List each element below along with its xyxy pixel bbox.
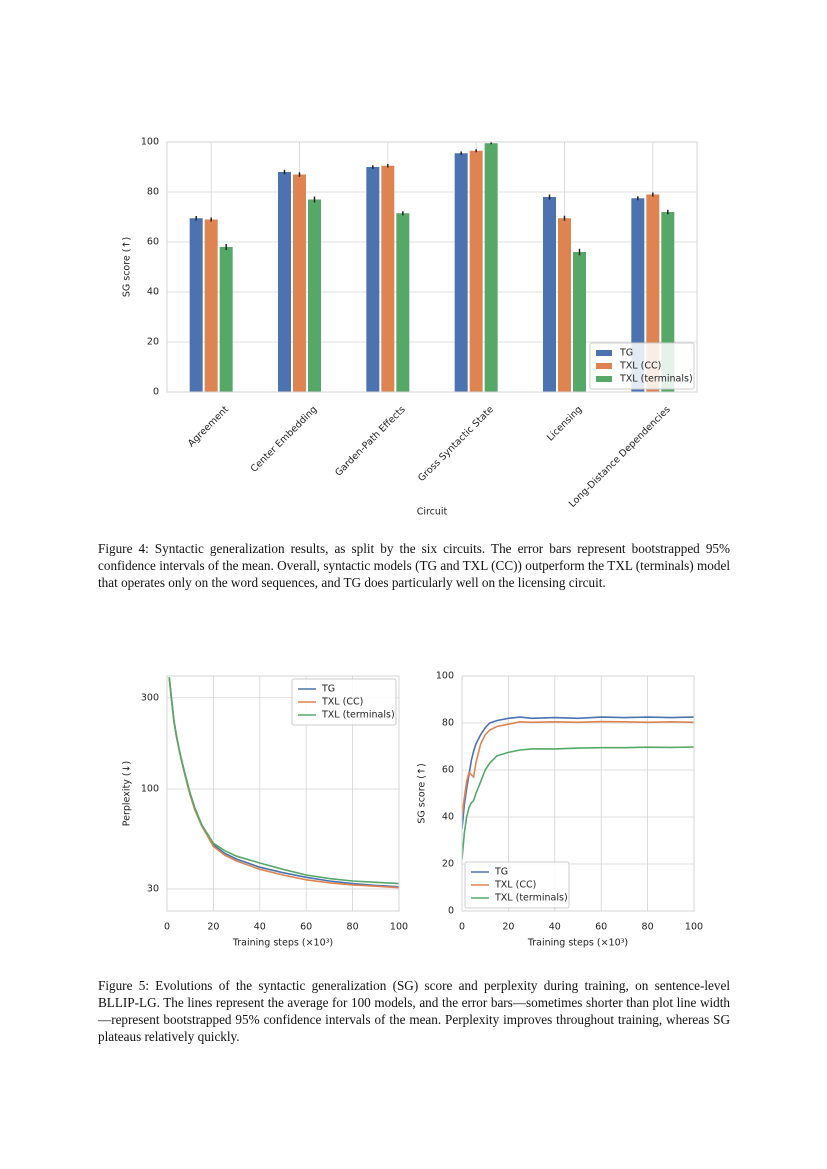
y-tick-label: 20	[147, 337, 159, 348]
plot-frame	[461, 675, 695, 912]
y-tick-label: 60	[147, 237, 159, 248]
x-tick-label: Center Embedding	[249, 404, 320, 475]
chart: 0 20 40 60 80 100 Agreement Center Embedding Gar…	[122, 137, 698, 518]
caption: Figure 4: Syntactic generalization resul…	[98, 541, 730, 590]
y-axis-label: SG score (↑)	[417, 763, 428, 823]
x-tick-label: 100	[390, 922, 408, 933]
chart: 30 100 300 0 20 40 60 80 100 Training steps (×10³…	[122, 675, 408, 949]
bar	[454, 153, 468, 392]
y-tick-label: 40	[147, 287, 159, 298]
bar	[204, 219, 218, 392]
x-axis-label: Circuit	[417, 507, 448, 518]
bar	[573, 252, 586, 392]
x-tick-label: 40	[254, 922, 266, 933]
y-tick-label: 100	[141, 137, 159, 148]
bar	[484, 143, 498, 392]
bar	[366, 167, 380, 392]
legend-label: TG	[494, 867, 508, 878]
plot-frame	[166, 675, 400, 912]
y-tick-label: 0	[153, 387, 159, 398]
bar	[278, 172, 291, 392]
legend-label: TXL (terminals)	[619, 374, 693, 385]
y-tick-label: 20	[442, 859, 454, 870]
legend-label: TG	[321, 684, 335, 695]
bar	[219, 247, 233, 392]
legend-swatch	[596, 363, 612, 369]
x-tick-label: 20	[207, 922, 219, 933]
x-tick-label: 0	[459, 922, 465, 933]
line	[462, 720, 694, 818]
y-tick-label: 60	[442, 765, 454, 776]
x-tick-label: Garden-Path Effects	[333, 404, 408, 479]
legend-label: TXL (terminals)	[494, 893, 568, 904]
bar	[381, 165, 395, 392]
bar	[308, 199, 321, 392]
x-tick-label: 20	[502, 922, 514, 933]
legend-swatch	[596, 350, 612, 356]
x-tick-label: 60	[300, 922, 312, 933]
x-tick-label: 100	[685, 922, 703, 933]
y-tick-label: 40	[442, 812, 454, 823]
legend-box	[589, 342, 695, 390]
legend-label: TG	[619, 348, 633, 359]
legend-label: TXL (CC)	[494, 880, 536, 891]
bar	[469, 150, 483, 392]
x-axis-label: Training steps (×10³)	[232, 938, 333, 949]
y-tick-label: 100	[436, 671, 454, 682]
x-axis-label: Training steps (×10³)	[527, 938, 628, 949]
y-tick-label: 80	[442, 718, 454, 729]
bar	[543, 197, 556, 392]
y-tick-label: 100	[141, 783, 159, 794]
x-tick-label: 80	[642, 922, 654, 933]
x-tick-label: Licensing	[545, 404, 584, 443]
y-axis-label: SG score (↑)	[122, 237, 133, 297]
y-axis-label: Perplexity (↓)	[122, 761, 133, 827]
caption: Figure 5: Evolutions of the syntactic ge…	[98, 978, 730, 1044]
line	[462, 716, 694, 829]
bar	[189, 218, 203, 392]
bar	[396, 213, 410, 392]
x-tick-label: 60	[595, 922, 607, 933]
x-tick-label: 0	[164, 922, 170, 933]
legend-label: TXL (terminals)	[321, 710, 395, 721]
x-tick-label: 80	[347, 922, 359, 933]
x-tick-label: Agreement	[186, 404, 231, 449]
bar	[293, 174, 306, 392]
bar	[558, 218, 571, 392]
x-tick-label: Gross Syntactic State	[416, 404, 496, 484]
y-tick-label: 300	[141, 692, 159, 703]
legend-swatch	[596, 376, 612, 382]
line	[462, 746, 694, 860]
y-tick-label: 30	[147, 883, 159, 894]
x-tick-label: 40	[549, 922, 561, 933]
line	[168, 677, 399, 885]
legend-label: TXL (CC)	[321, 697, 363, 708]
y-tick-label: 0	[448, 906, 454, 917]
x-tick-label: Long-Distance Dependencies	[567, 404, 673, 510]
legend-box	[464, 861, 570, 909]
legend-label: TXL (CC)	[619, 361, 661, 372]
plot-frame	[166, 141, 698, 393]
chart: 0 20 40 60 80 100 0 20 40 60 80 100 Training steps (…	[417, 671, 704, 949]
legend-box	[291, 678, 397, 726]
y-tick-label: 80	[147, 187, 159, 198]
